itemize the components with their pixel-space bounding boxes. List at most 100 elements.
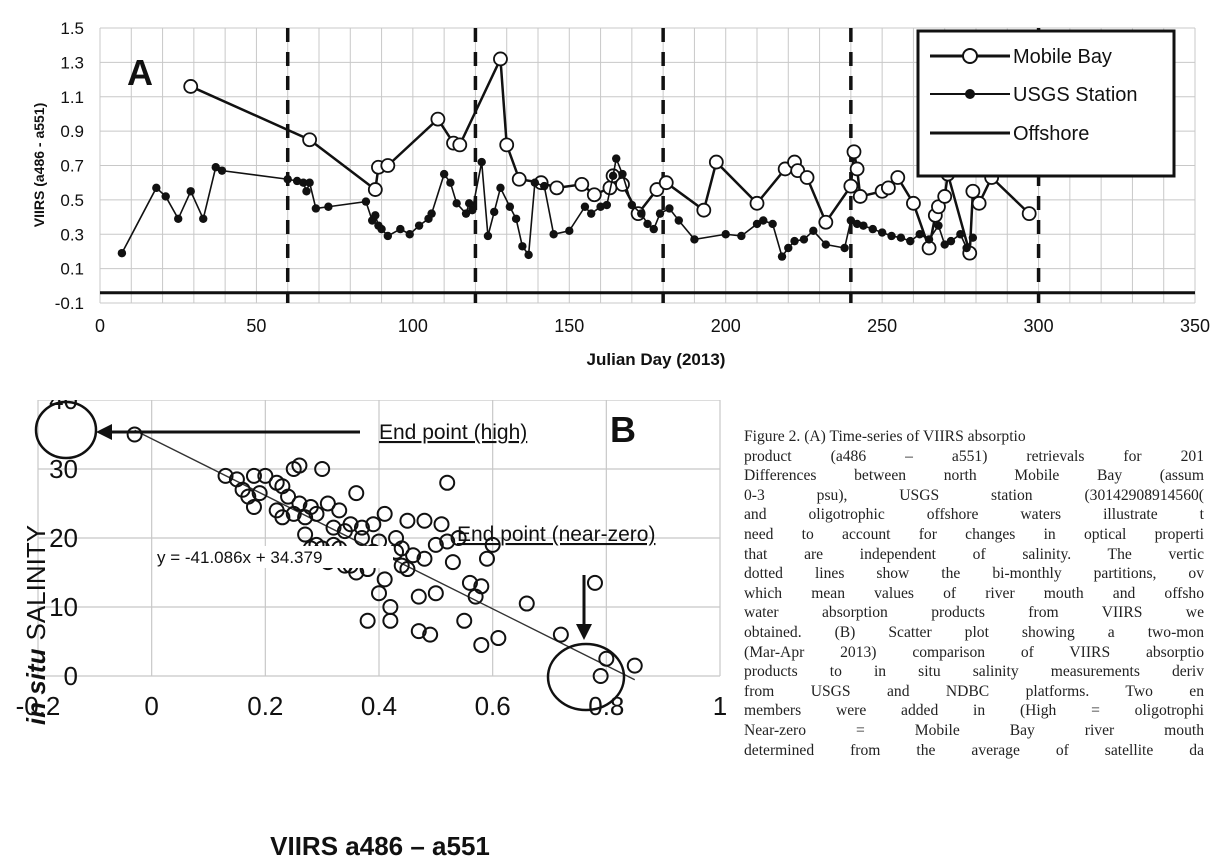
legend-usgs-marker bbox=[965, 89, 975, 99]
usgs-point bbox=[565, 226, 574, 236]
usgs-point bbox=[896, 233, 906, 242]
usgs-point bbox=[821, 240, 831, 249]
chart-a-y-tick-label: 0.7 bbox=[60, 157, 84, 176]
usgs-point bbox=[940, 240, 949, 249]
chart-a-panel-letter: A bbox=[127, 52, 153, 93]
chart-b-point bbox=[291, 457, 308, 474]
mobile-bay-point bbox=[852, 189, 868, 204]
chart-b-point bbox=[371, 585, 387, 602]
usgs-point bbox=[612, 154, 621, 163]
usgs-point bbox=[530, 178, 540, 187]
chart-b-point bbox=[399, 561, 416, 578]
mobile-bay-point bbox=[380, 158, 396, 173]
chart-b-point bbox=[461, 574, 478, 591]
mobile-bay-point bbox=[890, 170, 906, 185]
chart-b-panel-letter: B bbox=[610, 409, 636, 450]
mobile-bay-series-line bbox=[190, 54, 1031, 254]
chart-b-x-tick-label: 1 bbox=[713, 691, 727, 721]
usgs-point bbox=[924, 235, 934, 244]
usgs-point bbox=[414, 221, 424, 230]
chart-b-point bbox=[552, 626, 569, 643]
chart-b-point bbox=[410, 623, 427, 640]
usgs-point bbox=[608, 171, 618, 181]
chart-b-point bbox=[353, 530, 370, 546]
usgs-series-line bbox=[121, 155, 974, 259]
chart-a-y-tick-label: 1.3 bbox=[60, 53, 84, 72]
usgs-point bbox=[371, 211, 380, 220]
caption-line: product (a486 – a551) retrievals for 201 bbox=[744, 447, 1204, 465]
caption-line: which mean values of river mouth and off… bbox=[744, 584, 1204, 602]
caption-line: Differences between north Mobile Bay (as… bbox=[744, 467, 1204, 485]
mobile-bay-point bbox=[906, 195, 921, 211]
chart-b-point bbox=[422, 626, 439, 643]
usgs-point bbox=[674, 216, 683, 225]
chart-a-mobile-bay-series bbox=[183, 51, 1037, 261]
usgs-point bbox=[859, 221, 868, 230]
chart-b-point bbox=[439, 533, 456, 550]
usgs-point bbox=[540, 181, 549, 191]
usgs-point bbox=[446, 178, 455, 187]
chart-b-x-tick-label: 0.4 bbox=[361, 691, 397, 721]
chart-b-point bbox=[393, 540, 410, 557]
caption-line: 0-3 psu), USGS station (30142908914560( bbox=[744, 486, 1204, 504]
chart-b-y-tick-label: 10 bbox=[49, 592, 78, 622]
usgs-point bbox=[186, 187, 195, 196]
usgs-point bbox=[690, 235, 699, 244]
usgs-point bbox=[934, 221, 943, 230]
figure-caption: Figure 2. (A) Time-series of VIIRS absor… bbox=[744, 427, 1213, 864]
chart-b-point bbox=[427, 536, 444, 553]
end-point-low-arrowhead bbox=[576, 624, 592, 640]
caption-line: need to account for changes in optical p… bbox=[744, 525, 1204, 543]
legend-mobile-bay-marker bbox=[962, 48, 978, 64]
chart-a-x-ticks: 0 50 100 150 200 250 300 350 bbox=[95, 316, 1210, 336]
chart-b-point bbox=[359, 612, 376, 629]
legend-offshore-label: Offshore bbox=[1013, 123, 1089, 145]
usgs-point bbox=[383, 231, 393, 241]
chart-a-usgs-series bbox=[117, 154, 978, 261]
chart-b-x-ticks: -0.2 0 0.2 0.4 0.6 0.8 1 bbox=[16, 691, 728, 721]
chart-b-x-axis-title: VIIRS a486 – a551 bbox=[270, 831, 490, 861]
chart-b-point bbox=[319, 495, 336, 512]
usgs-point bbox=[586, 209, 596, 218]
trendline-equation: y = -41.086x + 34.379 bbox=[157, 548, 322, 567]
y-axis-title-italic: in situ bbox=[21, 648, 51, 725]
usgs-point bbox=[505, 202, 515, 211]
mobile-bay-point bbox=[971, 195, 987, 211]
usgs-point bbox=[464, 199, 474, 208]
usgs-point bbox=[962, 243, 971, 253]
end-point-low-label: End point (near-zero) bbox=[457, 523, 655, 546]
usgs-point bbox=[302, 187, 311, 196]
chart-b-x-tick-label: -0.2 bbox=[16, 691, 61, 721]
chart-a-x-tick-label: 50 bbox=[246, 316, 266, 336]
chart-b-point bbox=[586, 574, 603, 591]
usgs-point bbox=[887, 231, 896, 241]
mobile-bay-point bbox=[965, 183, 981, 199]
usgs-point bbox=[759, 216, 768, 225]
usgs-point bbox=[906, 236, 915, 246]
usgs-point bbox=[377, 224, 386, 234]
usgs-point bbox=[840, 243, 849, 253]
chart-a-x-tick-label: 200 bbox=[711, 316, 741, 336]
chart-b-y-axis-title: in situ SALINITY bbox=[21, 525, 51, 725]
chart-a-x-tick-label: 100 bbox=[398, 316, 428, 336]
usgs-point bbox=[752, 219, 762, 229]
chart-b-point bbox=[484, 536, 501, 553]
chart-a-y-tick-label: 0.9 bbox=[60, 122, 84, 141]
mobile-bay-point bbox=[849, 161, 865, 177]
usgs-point bbox=[649, 224, 658, 234]
usgs-point bbox=[217, 166, 227, 175]
chart-b-point bbox=[245, 498, 262, 515]
usgs-point bbox=[580, 202, 590, 211]
usgs-point bbox=[439, 169, 449, 179]
usgs-point bbox=[721, 230, 730, 239]
chart-b-point bbox=[626, 657, 643, 674]
usgs-point bbox=[784, 243, 793, 253]
caption-line: that are independent of salinity. The ve… bbox=[744, 545, 1204, 563]
chart-b-point bbox=[280, 488, 297, 505]
mobile-bay-point bbox=[549, 180, 565, 196]
usgs-point bbox=[324, 202, 333, 211]
chart-a-y-tick-label: 0.3 bbox=[60, 225, 84, 244]
usgs-point bbox=[483, 231, 493, 241]
usgs-point bbox=[477, 157, 486, 167]
usgs-point bbox=[452, 199, 461, 208]
